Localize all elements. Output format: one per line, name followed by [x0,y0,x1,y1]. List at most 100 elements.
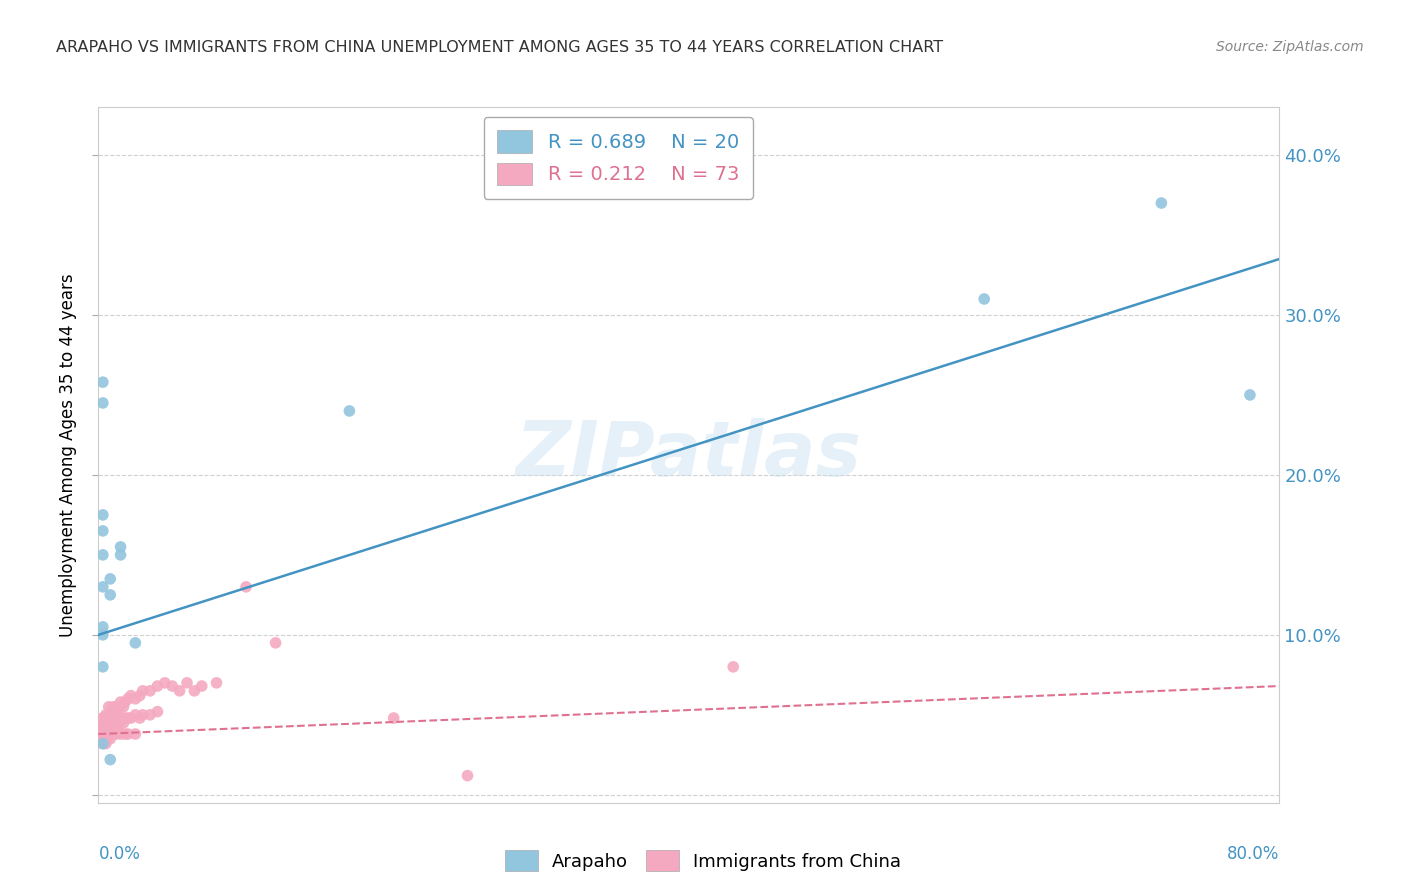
Point [91,548,114,562]
Point [120,711,142,725]
Point [96,711,118,725]
Point [97,727,120,741]
Y-axis label: Unemployment Among Ages 35 to 44 years: Unemployment Among Ages 35 to 44 years [59,273,77,637]
Point [91,723,114,738]
Point [110,727,132,741]
Point [98,721,121,735]
Point [110,548,132,562]
Point [107,705,129,719]
Point [120,689,142,703]
Point [117,711,139,725]
Point [456,769,478,783]
Text: ARAPAHO VS IMMIGRANTS FROM CHINA UNEMPLOYMENT AMONG AGES 35 TO 44 YEARS CORRELAT: ARAPAHO VS IMMIGRANTS FROM CHINA UNEMPLO… [56,40,943,55]
Point [104,723,127,738]
Point [91,660,114,674]
Point [103,727,125,741]
Point [723,660,745,674]
Legend: Arapaho, Immigrants from China: Arapaho, Immigrants from China [498,843,908,879]
Point [382,711,405,725]
Point [93,723,115,738]
Text: 0.0%: 0.0% [98,845,141,863]
Point [139,707,162,722]
Point [235,580,257,594]
Point [1239,388,1261,402]
Point [91,737,114,751]
Point [90,727,112,741]
Point [105,699,128,714]
Point [91,524,114,538]
Point [114,695,136,709]
Point [110,695,132,709]
Point [91,508,114,522]
Point [128,689,150,703]
Point [98,731,121,746]
Point [97,699,120,714]
Point [100,721,122,735]
Point [96,723,118,738]
Point [973,292,995,306]
Point [128,711,150,725]
Point [91,737,114,751]
Point [124,691,146,706]
Point [94,727,117,741]
Point [107,721,129,735]
Point [90,731,112,746]
Point [110,711,132,725]
Point [132,683,155,698]
Point [94,737,117,751]
Point [104,707,127,722]
Point [94,721,117,735]
Point [98,572,121,586]
Point [117,727,139,741]
Point [91,628,114,642]
Text: 80.0%: 80.0% [1227,845,1279,863]
Point [114,727,136,741]
Point [205,676,228,690]
Point [98,753,121,767]
Point [91,620,114,634]
Point [108,715,131,730]
Point [96,731,118,746]
Point [91,580,114,594]
Point [103,715,125,730]
Text: Source: ZipAtlas.com: Source: ZipAtlas.com [1216,40,1364,54]
Point [183,683,205,698]
Point [162,679,183,693]
Point [169,683,191,698]
Point [124,707,146,722]
Point [98,588,121,602]
Point [93,715,115,730]
Point [176,676,198,690]
Point [339,404,360,418]
Point [91,730,114,744]
Point [100,705,122,719]
Point [153,676,176,690]
Point [97,715,120,730]
Point [90,721,112,735]
Point [114,711,136,725]
Point [124,636,146,650]
Point [1150,196,1173,211]
Point [91,375,114,389]
Point [110,540,132,554]
Point [117,691,139,706]
Point [103,699,125,714]
Point [108,699,131,714]
Point [264,636,287,650]
Point [105,727,128,741]
Point [191,679,214,693]
Point [146,679,169,693]
Point [94,707,117,722]
Legend: R = 0.689    N = 20, R = 0.212    N = 73: R = 0.689 N = 20, R = 0.212 N = 73 [484,117,752,199]
Point [124,727,146,741]
Point [105,715,128,730]
Point [112,699,135,714]
Point [98,707,121,722]
Point [91,711,114,725]
Point [91,396,114,410]
Text: ZIPatlas: ZIPatlas [516,418,862,491]
Point [139,683,162,698]
Point [146,705,169,719]
Point [93,731,115,746]
Point [132,707,155,722]
